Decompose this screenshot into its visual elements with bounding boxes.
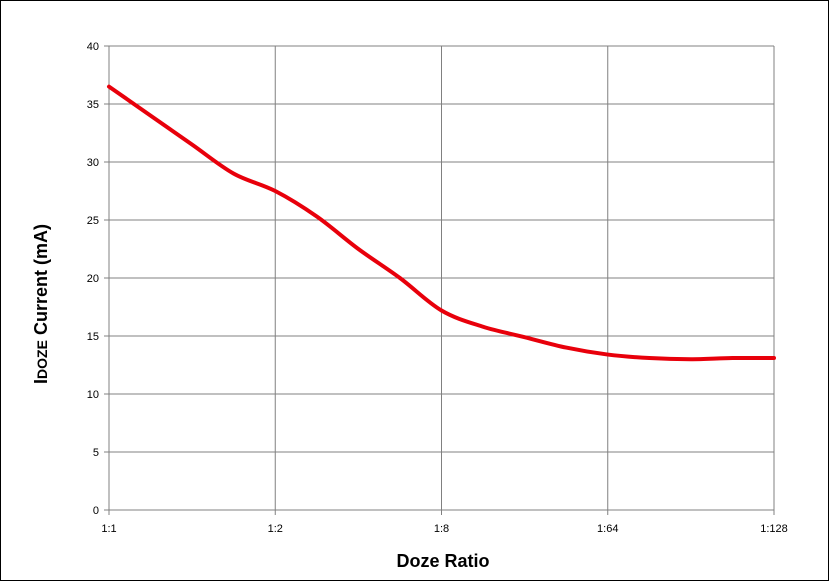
series-line-0	[107, 84, 776, 362]
x-axis-ticks: 1:1 1:2 1:8 1:64 1:128	[101, 510, 788, 535]
y-axis-title: IDOZE Current (mA)	[31, 224, 51, 384]
y-axis-ticks: 0 5 10 15 20 25 30 35 40	[87, 41, 109, 517]
y-tick-label: 35	[87, 99, 99, 111]
y-axis-title-prefix: I	[31, 379, 51, 384]
x-axis-title: Doze Ratio	[396, 551, 489, 571]
x-tick-label: 1:128	[760, 523, 788, 535]
y-tick-label: 0	[93, 505, 99, 517]
x-tick-label: 1:64	[597, 523, 618, 535]
gridlines	[108, 45, 775, 511]
series-group	[107, 84, 776, 362]
y-tick-label: 25	[87, 215, 99, 227]
y-axis-title-suffix: Current (mA)	[31, 224, 51, 340]
y-tick-label: 30	[87, 157, 99, 169]
x-tick-label: 1:1	[101, 523, 116, 535]
y-tick-label: 15	[87, 331, 99, 343]
x-tick-label: 1:8	[434, 523, 449, 535]
y-tick-label: 20	[87, 273, 99, 285]
y-tick-label: 40	[87, 41, 99, 53]
y-tick-label: 5	[93, 447, 99, 459]
x-tick-label: 1:2	[268, 523, 283, 535]
y-axis-title-subscript: DOZE	[34, 340, 50, 379]
y-tick-label: 10	[87, 389, 99, 401]
